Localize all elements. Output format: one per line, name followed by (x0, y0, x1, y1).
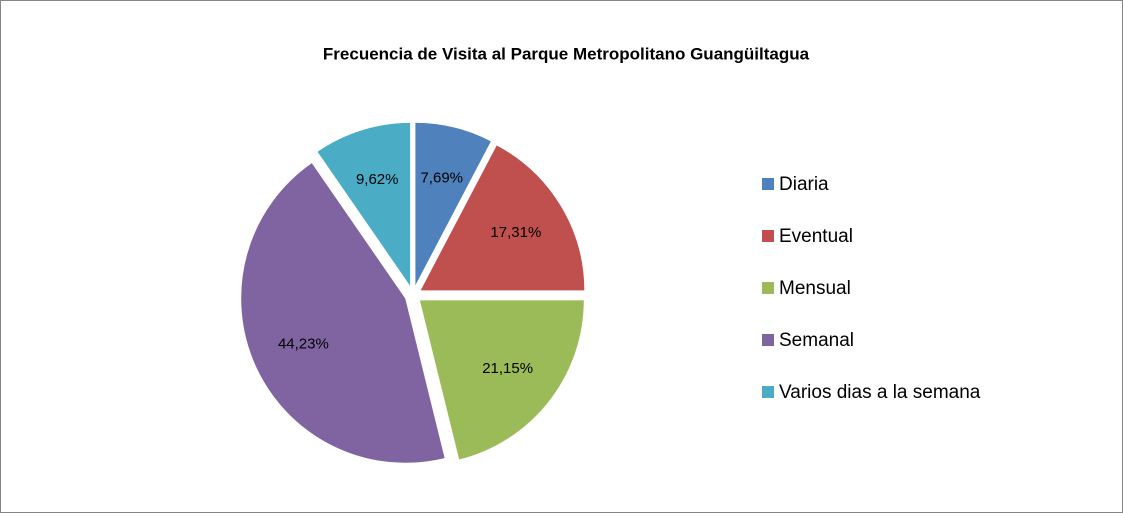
data-label: 7,69% (420, 169, 463, 186)
pie-slice (419, 144, 586, 292)
pie-slice (418, 299, 585, 461)
legend-swatch (762, 386, 774, 398)
legend-label: Semanal (779, 330, 854, 351)
legend-swatch (762, 230, 774, 242)
legend-swatch (762, 334, 774, 346)
legend-label: Eventual (779, 226, 853, 247)
legend-label: Mensual (779, 278, 851, 299)
legend-swatch (762, 282, 774, 294)
data-label: 9,62% (356, 171, 399, 188)
pie-slice (240, 161, 446, 464)
data-label: 44,23% (278, 335, 329, 352)
data-label: 17,31% (490, 224, 541, 241)
legend-label: Varios dias a la semana (779, 382, 981, 403)
pie-slice (316, 121, 412, 289)
legend-swatch (762, 178, 774, 190)
pie-slice (414, 121, 493, 288)
data-label: 21,15% (482, 360, 533, 377)
chart-title: Frecuencia de Visita al Parque Metropoli… (323, 44, 810, 63)
legend-label: Diaria (779, 174, 829, 195)
